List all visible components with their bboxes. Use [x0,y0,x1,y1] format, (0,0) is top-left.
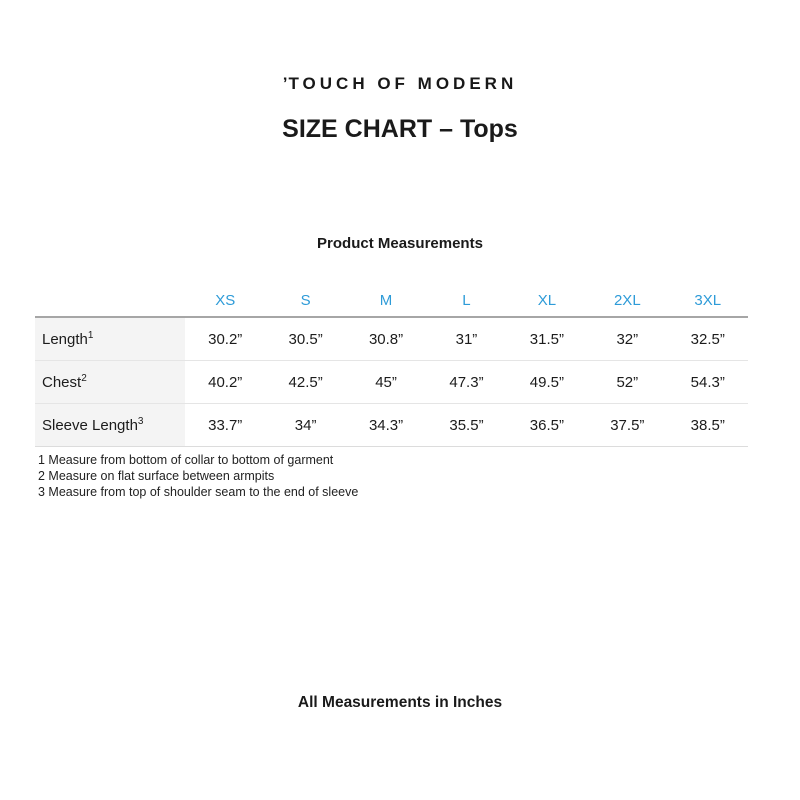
cell-chest-m: 45” [345,360,427,404]
corner-cell [35,284,185,318]
cell-sleeve-s: 34” [265,403,346,447]
size-header-2xl: 2XL [587,284,668,318]
brand-logo: ’TOUCH OF MODERN [0,74,800,94]
cell-length-3xl: 32.5” [667,317,748,361]
cell-sleeve-2xl: 37.5” [587,403,668,447]
size-header-s: S [265,284,346,318]
row-label-chest: Chest2 [35,360,185,404]
size-header-m: M [345,284,427,318]
row-label-sleeve-length: Sleeve Length3 [35,403,185,447]
cell-sleeve-l: 35.5” [426,403,507,447]
table-row-sleeve-length: Sleeve Length3 33.7” 34” 34.3” 35.5” 36.… [35,403,748,447]
measurements-unit-note: All Measurements in Inches [297,694,503,711]
size-header-l: L [426,284,507,318]
cell-sleeve-xs: 33.7” [185,403,266,447]
footnote-3: 3 Measure from top of shoulder seam to t… [38,485,359,499]
cell-length-m: 30.8” [345,317,427,361]
brand-logo-text: TOUCH OF MODERN [288,74,518,93]
footnotes: 1 Measure from bottom of collar to botto… [38,452,358,500]
cell-length-s: 30.5” [265,317,346,361]
cell-length-2xl: 32” [587,317,668,361]
cell-chest-3xl: 54.3” [667,360,748,404]
table-row-length: Length1 30.2” 30.5” 30.8” 31” 31.5” 32” … [35,317,748,361]
table-row-chest: Chest2 40.2” 42.5” 45” 47.3” 49.5” 52” 5… [35,360,748,404]
row-label-text: Sleeve Length [42,416,138,434]
footnote-ref: 3 [137,415,144,427]
size-header-xl: XL [506,284,588,318]
row-label-text: Length [42,330,88,348]
cell-length-l: 31” [426,317,507,361]
cell-length-xs: 30.2” [185,317,266,361]
section-title: Product Measurements [317,235,483,252]
brand-logo-tick-mark: ’ [282,74,288,93]
cell-sleeve-xl: 36.5” [506,403,588,447]
page-title: SIZE CHART – Tops [282,115,518,143]
size-header-row: XS S M L XL 2XL 3XL [35,284,748,318]
cell-chest-s: 42.5” [265,360,346,404]
cell-chest-xl: 49.5” [506,360,588,404]
size-chart-table: XS S M L XL 2XL 3XL Length1 30.2” 30.5” … [35,284,748,447]
cell-chest-l: 47.3” [426,360,507,404]
row-label-text: Chest [42,373,82,391]
footnote-2: 2 Measure on flat surface between armpit… [38,469,275,483]
size-header-3xl: 3XL [667,284,748,318]
cell-sleeve-m: 34.3” [345,403,427,447]
footnote-1: 1 Measure from bottom of collar to botto… [38,453,334,467]
cell-chest-2xl: 52” [587,360,668,404]
cell-length-xl: 31.5” [506,317,588,361]
footnote-ref: 1 [87,329,94,341]
cell-sleeve-3xl: 38.5” [667,403,748,447]
footnote-ref: 2 [81,372,87,384]
row-label-length: Length1 [35,317,185,361]
size-header-xs: XS [185,284,266,318]
cell-chest-xs: 40.2” [185,360,266,404]
